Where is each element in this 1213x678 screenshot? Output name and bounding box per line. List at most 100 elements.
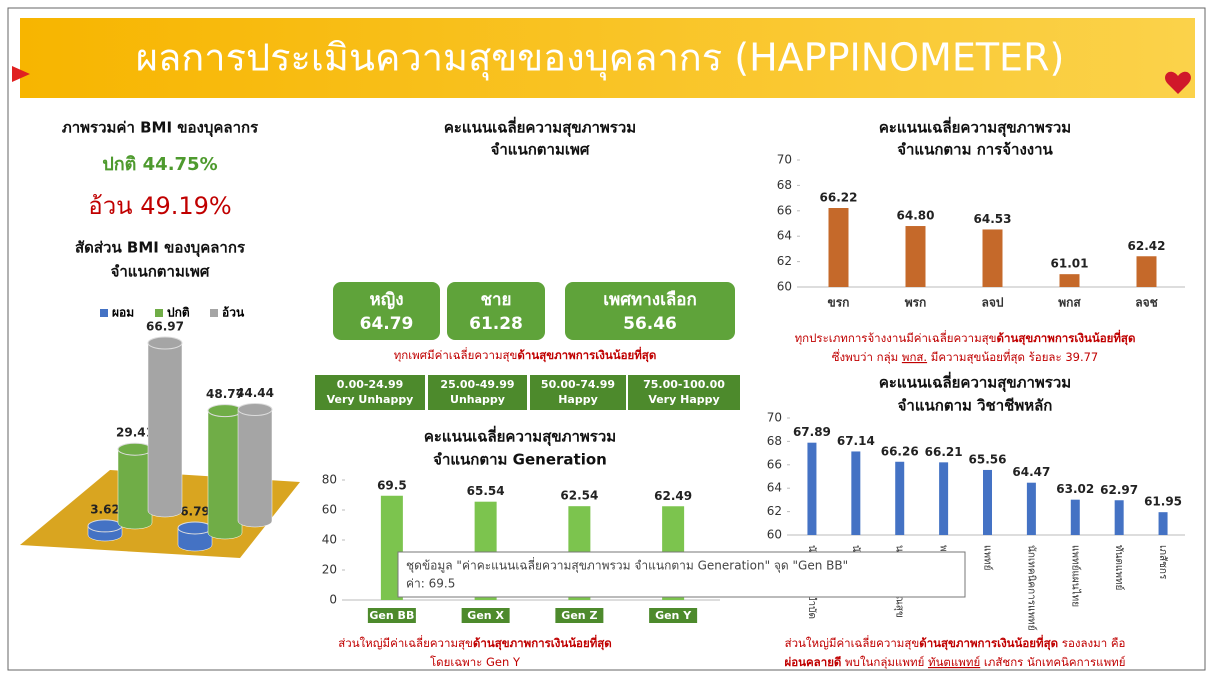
generation-note: ส่วนใหญ่มีค่าเฉลี่ยความสุขด้านสุขภาพการเ… xyxy=(338,634,612,651)
arrow-icon xyxy=(12,66,30,82)
data-label: 66.26 xyxy=(881,444,919,458)
cylinder-top xyxy=(177,521,213,535)
legend-swatch xyxy=(155,309,163,317)
generation-title: จำแนกตาม Generation xyxy=(433,451,607,469)
gender-box xyxy=(333,282,440,340)
data-label: 62.54 xyxy=(560,489,598,503)
gender-value: 56.46 xyxy=(623,314,677,334)
bar xyxy=(905,226,926,287)
bar xyxy=(1114,500,1124,535)
x-tick-label: ลจป xyxy=(981,296,1003,310)
note-part: พกส. xyxy=(902,350,927,364)
legend-swatch xyxy=(100,309,108,317)
x-tick-label: Gen BB xyxy=(369,609,414,622)
x-tick-label: พรก xyxy=(905,296,927,310)
note-part: ด้านสุขภาพการเงินน้อยที่สุด xyxy=(517,346,656,363)
note-part: ด้านสุขภาพการเงินน้อยที่สุด xyxy=(919,634,1058,651)
bmi-obese: อ้วน 49.19% xyxy=(88,192,231,220)
employment-note: ทุกประเภทการจ้างงานมีค่าเฉลี่ยความสุขด้า… xyxy=(795,329,1136,346)
data-label: 66.97 xyxy=(146,320,184,334)
y-tick-label: 68 xyxy=(767,434,782,448)
x-tick-label: เภสัชกร xyxy=(1157,545,1168,580)
y-tick-label: 66 xyxy=(767,457,782,471)
x-tick-label: แพทย์แผนไทย xyxy=(1069,545,1081,607)
gender-box xyxy=(447,282,545,340)
y-tick-label: 60 xyxy=(322,503,337,517)
y-tick-label: 80 xyxy=(322,473,337,487)
scale-box xyxy=(628,375,740,410)
x-tick-label: แพทย์ xyxy=(982,545,994,571)
gender-value: 64.79 xyxy=(360,314,414,334)
scale-box xyxy=(315,375,425,410)
note-part: ทุกประเภทการจ้างงานมีค่าเฉลี่ยความสุข xyxy=(795,330,997,345)
profession-note: ส่วนใหญ่มีค่าเฉลี่ยความสุขด้านสุขภาพการเ… xyxy=(785,634,1126,651)
scale-label: Unhappy xyxy=(450,393,505,406)
bar xyxy=(895,461,905,535)
category-box xyxy=(461,608,510,623)
category-box xyxy=(649,608,698,623)
cylinder xyxy=(207,410,243,540)
bar xyxy=(828,208,849,287)
tooltip-text: ชุดข้อมูล "ค่าคะแนนเฉลี่ยความสุขภาพรวม จ… xyxy=(406,557,848,574)
data-label: 65.56 xyxy=(969,452,1007,466)
employment-note: ซึ่งพบว่า กลุ่ม พกส. มีความสุขน้อยที่สุด… xyxy=(832,349,1099,364)
data-label: 3.62 xyxy=(90,502,120,516)
bar xyxy=(983,469,992,535)
y-tick-label: 62 xyxy=(767,504,782,518)
gender-value: 61.28 xyxy=(469,314,523,334)
bar xyxy=(982,229,1003,287)
gender-box xyxy=(565,282,735,340)
y-tick-label: 20 xyxy=(322,563,337,577)
tooltip-text: ค่า: 69.5 xyxy=(406,577,455,591)
y-tick-label: 70 xyxy=(777,153,792,167)
data-label: 63.02 xyxy=(1056,482,1094,496)
note-part: ผ่อนคลายดี xyxy=(784,655,841,669)
data-label: 67.14 xyxy=(837,434,875,448)
data-label: 64.47 xyxy=(1012,465,1050,479)
banner xyxy=(20,18,1195,98)
data-label: 62.42 xyxy=(1128,239,1166,253)
x-tick-label: Gen Y xyxy=(655,609,692,622)
data-label: 64.80 xyxy=(897,209,935,223)
bar xyxy=(380,495,403,600)
cylinder-top xyxy=(87,519,123,533)
note-part: ด้านสุขภาพการเงินน้อยที่สุด xyxy=(473,634,612,651)
data-label: 62.49 xyxy=(654,489,692,503)
y-tick-label: 64 xyxy=(777,229,792,243)
generation-title: คะแนนเฉลี่ยความสุขภาพรวม xyxy=(424,426,616,447)
bmi-chart-title: สัดส่วน BMI ของบุคลากร xyxy=(75,239,246,258)
data-label: 67.89 xyxy=(793,425,831,439)
x-tick-label: ขรก xyxy=(828,296,850,310)
page-title: ผลการประเมินความสุขของบุคลากร (HAPPINOME… xyxy=(136,36,1065,81)
y-tick-label: 64 xyxy=(767,481,782,495)
data-label: 29.41 xyxy=(116,426,154,440)
scale-label: Very Happy xyxy=(648,393,719,406)
cylinder xyxy=(237,409,273,528)
heart-icon xyxy=(1165,71,1191,94)
x-tick-label: นักเทคนิคการแพทย์ xyxy=(1025,545,1037,631)
bar xyxy=(851,451,861,535)
data-label: 61.01 xyxy=(1051,257,1089,271)
scale-range: 25.00-49.99 xyxy=(440,378,514,391)
data-label: 66.22 xyxy=(820,191,858,205)
category-box xyxy=(367,608,416,623)
profession-title: คะแนนเฉลี่ยความสุขภาพรวม xyxy=(879,372,1071,393)
bar xyxy=(1136,256,1157,287)
scale-range: 75.00-100.00 xyxy=(643,378,725,391)
note-part: ส่วนใหญ่มีค่าเฉลี่ยความสุข xyxy=(785,635,920,650)
y-tick-label: 62 xyxy=(777,254,792,268)
data-label: 48.77 xyxy=(206,387,244,401)
note-part: รองลงมา คือ xyxy=(1058,636,1125,650)
y-tick-label: 60 xyxy=(767,528,782,542)
employment-title: จำแนกตาม การจ้างงาน xyxy=(897,141,1053,159)
x-tick-label: ทันตแพทย์ xyxy=(1113,545,1125,590)
cylinder-top xyxy=(237,403,273,417)
x-tick-label: Gen Z xyxy=(561,609,597,622)
cylinder xyxy=(147,342,183,518)
bar xyxy=(1026,482,1036,535)
bar xyxy=(1059,274,1080,287)
bar xyxy=(1070,499,1080,535)
cylinder-top xyxy=(207,404,243,418)
gender-title: จำแนกตามเพศ xyxy=(491,141,590,159)
